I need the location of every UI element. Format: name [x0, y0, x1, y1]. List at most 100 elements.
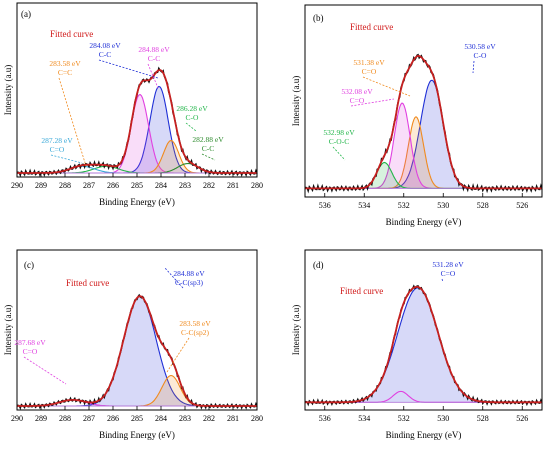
fitted-curve [17, 295, 257, 407]
peak-name-label: C=O [23, 347, 38, 356]
panel-label: (a) [21, 9, 31, 19]
peak-name-label: C-C [99, 50, 112, 59]
peak-energy-label: 284.08 eV [89, 41, 121, 50]
peak-leader [441, 278, 444, 283]
peak-name-label: C-O [474, 51, 488, 60]
x-tick-label: 526 [516, 201, 528, 210]
x-tick-label: 287 [83, 181, 95, 190]
plot-frame [304, 249, 543, 411]
panel-label: (d) [313, 260, 324, 270]
x-tick-label: 534 [358, 201, 370, 210]
fitted-curve-label: Fitted curve [50, 29, 93, 39]
x-tick-label: 282 [203, 181, 215, 190]
x-tick-label: 530 [437, 201, 449, 210]
x-tick-label: 290 [11, 181, 23, 190]
x-tick-label: 536 [319, 414, 331, 423]
x-tick-label: 281 [227, 181, 239, 190]
peak-leader [164, 267, 184, 289]
peak-energy-label: 532.08 eV [341, 87, 373, 96]
y-axis-label: Intensity (a.u) [3, 65, 13, 115]
peak-leader [350, 98, 395, 107]
peak-energy-label: 531.28 eV [432, 260, 464, 269]
fitted-curve-label: Fitted curve [350, 22, 393, 32]
x-tick-label: 286 [107, 181, 119, 190]
panel-1: 536 534 532 530 528 526 Binding Energy (eV) Int… [291, 4, 543, 227]
peak-name-label: C-O-C [329, 137, 349, 146]
x-tick-label: 283 [179, 181, 191, 190]
x-tick-label: 288 [59, 414, 71, 423]
x-axis-label: Binding Energy (eV) [99, 430, 175, 440]
peak-name-label: C=C [58, 68, 72, 77]
peak-energy-label: 284.88 eV [173, 269, 205, 278]
peak-name-label: C-C [148, 54, 161, 63]
component-fill [305, 80, 542, 189]
fitted-curve-label: Fitted curve [66, 278, 109, 288]
x-tick-label: 284 [155, 181, 167, 190]
peak-leader [185, 122, 197, 132]
peak-name-label: C-C(sp3) [175, 278, 203, 287]
y-axis-label: Intensity (a.u) [291, 305, 301, 355]
peak-name-label: C=O [362, 67, 377, 76]
x-tick-label: 528 [477, 414, 489, 423]
x-tick-label: 285 [131, 414, 143, 423]
x-tick-label: 283 [179, 414, 191, 423]
fitted-curve [305, 285, 542, 404]
x-tick-label: 282 [203, 414, 215, 423]
panel-label: (b) [313, 13, 324, 23]
x-tick-label: 285 [131, 181, 143, 190]
x-tick-label: 289 [35, 181, 47, 190]
peak-leader [332, 146, 346, 161]
component-fill [305, 287, 542, 403]
fitted-curve [17, 69, 257, 174]
x-tick-label: 288 [59, 181, 71, 190]
peak-name-label: C-C [202, 144, 215, 153]
peak-name-label: C=O [350, 96, 365, 105]
peak-leader [472, 60, 475, 74]
x-tick-label: 532 [398, 414, 410, 423]
peak-leader [23, 356, 67, 385]
x-tick-label: 286 [107, 414, 119, 423]
peak-name-label: C=O [441, 269, 456, 278]
peak-name-label: C=O [50, 145, 65, 154]
panel-2: 290 289 288 287 286 285 284 283 282 281 280 Binding… [3, 249, 263, 440]
peak-energy-label: 531.38 eV [353, 58, 385, 67]
x-tick-label: 287 [83, 414, 95, 423]
x-axis-label: Binding Energy (eV) [386, 217, 462, 227]
panel-label: (c) [24, 260, 34, 270]
x-tick-label: 284 [155, 414, 167, 423]
x-axis-label: Binding Energy (eV) [99, 197, 175, 207]
peak-energy-label: 283.58 eV [179, 319, 211, 328]
peak-energy-label: 530.58 eV [464, 42, 496, 51]
peak-leader [58, 77, 87, 167]
peak-name-label: C-C(sp2) [181, 328, 209, 337]
x-tick-label: 534 [358, 414, 370, 423]
x-tick-label: 536 [319, 201, 331, 210]
peak-leader [201, 153, 216, 161]
peak-energy-label: 286.28 eV [176, 104, 208, 113]
peak-energy-label: 283.58 eV [49, 59, 81, 68]
x-axis-label: Binding Energy (eV) [386, 430, 462, 440]
x-tick-label: 280 [251, 414, 263, 423]
component-fill [17, 94, 257, 173]
panel-0: 290 289 288 287 286 285 284 283 282 281 280 Binding… [3, 2, 263, 207]
component-fill [17, 296, 257, 406]
peak-energy-label: 532.98 eV [323, 128, 355, 137]
peak-leader [50, 154, 83, 164]
peak-leader [147, 63, 159, 89]
x-tick-label: 526 [516, 414, 528, 423]
x-tick-label: 528 [477, 201, 489, 210]
x-tick-label: 532 [398, 201, 410, 210]
peak-leader [362, 76, 411, 97]
x-tick-label: 280 [251, 181, 263, 190]
panel-3: 536 534 532 530 528 526 Binding Energy (eV) Int… [291, 249, 543, 440]
x-tick-label: 281 [227, 414, 239, 423]
x-tick-label: 530 [437, 414, 449, 423]
fitted-curve [305, 54, 542, 190]
plot-frame [304, 4, 543, 198]
peak-name-label: C-O [186, 113, 200, 122]
peak-energy-label: 287.68 eV [14, 338, 46, 347]
peak-energy-label: 287.28 eV [41, 136, 73, 145]
y-axis-label: Intensity (a.u) [3, 305, 13, 355]
x-tick-label: 290 [11, 414, 23, 423]
